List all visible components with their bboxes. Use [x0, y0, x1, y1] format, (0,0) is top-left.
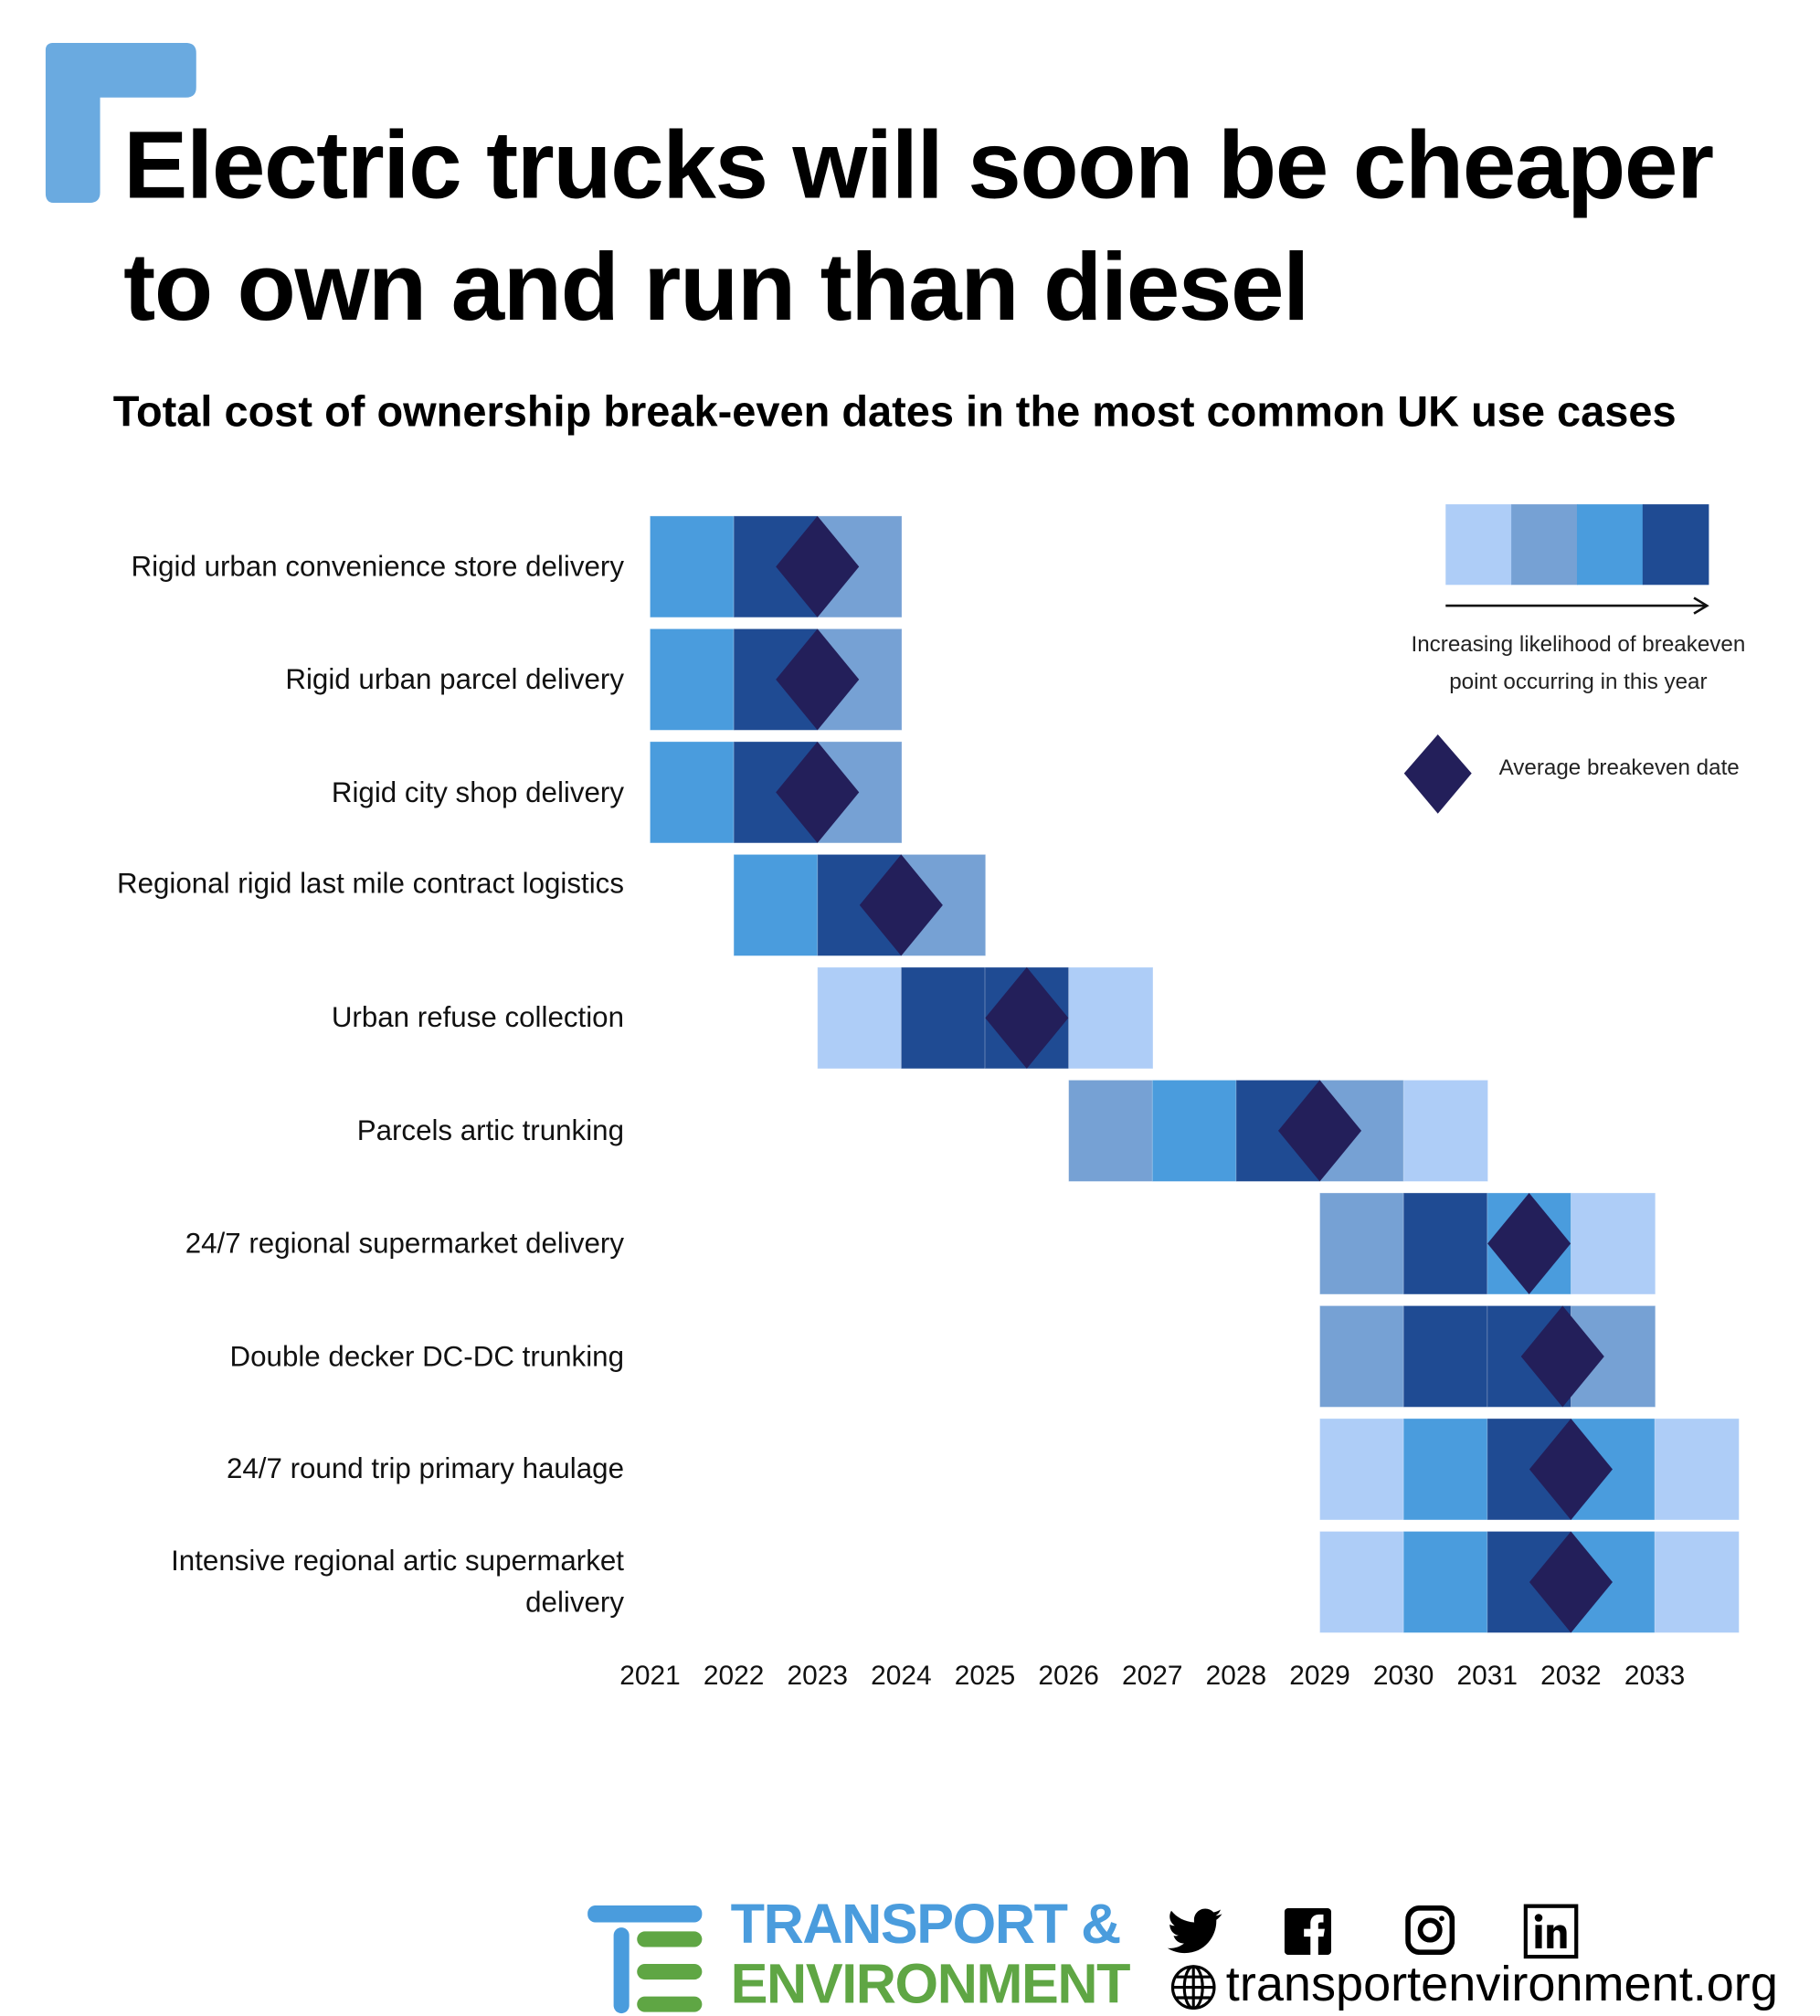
heat-cell: [1319, 1192, 1405, 1295]
te-logo-text: TRANSPORT & ENVIRONMENT: [730, 1894, 1131, 2016]
title-line-1: Electric trucks will soon be cheaper: [123, 110, 1714, 219]
legend-scale-text: Increasing likelihood of breakeven point…: [1383, 625, 1773, 701]
heat-cell: [1402, 1305, 1488, 1408]
logo-line-2: ENVIRONMENT: [730, 1953, 1131, 2016]
twitter-icon[interactable]: [1167, 1908, 1222, 1955]
x-tick-label: 2025: [954, 1661, 1016, 1692]
legend-swatch-mid: [1511, 504, 1578, 586]
row-label: Regional rigid last mile contract logist…: [116, 867, 624, 901]
heat-cell: [1402, 1418, 1488, 1521]
x-tick-label: 2033: [1624, 1661, 1686, 1692]
website-link[interactable]: transportenvironment.org: [1225, 1957, 1778, 2012]
te-logo-icon: [587, 1905, 703, 2014]
heat-cell: [650, 515, 735, 618]
x-tick-label: 2023: [787, 1661, 848, 1692]
heat-cell: [1319, 1531, 1405, 1633]
legend-arrow-head-icon: [1693, 596, 1709, 615]
facebook-icon[interactable]: [1284, 1907, 1332, 1956]
row-label: 24/7 regional supermarket delivery: [185, 1226, 624, 1260]
x-tick-label: 2031: [1456, 1661, 1518, 1692]
heat-cell: [1571, 1192, 1656, 1295]
heat-cell: [817, 966, 903, 1070]
heat-cell: [900, 966, 987, 1070]
row-label: Rigid city shop delivery: [331, 775, 624, 808]
legend-scale-line-1: Increasing likelihood of breakeven: [1411, 631, 1746, 657]
heat-cell: [1654, 1418, 1740, 1521]
x-tick-label: 2027: [1122, 1661, 1183, 1692]
heat-cell: [1068, 966, 1154, 1070]
heat-cell: [733, 853, 819, 956]
heat-cell: [650, 741, 735, 844]
title-line-2: to own and run than diesel: [123, 232, 1309, 341]
heat-cell: [650, 628, 735, 731]
x-tick-label: 2032: [1540, 1661, 1602, 1692]
row-label: Urban refuse collection: [331, 1000, 624, 1034]
row-label: Double decker DC-DC trunking: [229, 1339, 624, 1373]
instagram-icon[interactable]: [1405, 1905, 1455, 1956]
legend-swatch-dark: [1642, 504, 1709, 586]
heat-cell: [1654, 1531, 1740, 1633]
legend-diamond-text: Average breakeven date: [1498, 755, 1740, 780]
x-tick-label: 2021: [619, 1661, 681, 1692]
logo-line-1: TRANSPORT &: [730, 1894, 1122, 1957]
row-label: 24/7 round trip primary haulage: [226, 1451, 624, 1485]
x-tick-label: 2028: [1205, 1661, 1267, 1692]
title-bracket-icon: [45, 42, 196, 203]
heat-cell: [1319, 1418, 1405, 1521]
row-label: Rigid urban parcel delivery: [285, 662, 624, 695]
legend-swatch-bright: [1576, 504, 1644, 586]
heat-cell: [1319, 1305, 1405, 1408]
legend-scale-line-2: point occurring in this year: [1449, 669, 1708, 694]
x-tick-label: 2026: [1038, 1661, 1099, 1692]
x-tick-label: 2024: [871, 1661, 932, 1692]
row-label: Parcels artic trunking: [356, 1114, 624, 1146]
legend-diamond-icon: [1403, 734, 1472, 814]
average-breakeven-diamond: [1520, 1305, 1604, 1408]
average-breakeven-diamond: [859, 854, 943, 956]
page-title: Electric trucks will soon be cheaper to …: [123, 104, 1714, 349]
x-tick-label: 2030: [1372, 1661, 1434, 1692]
globe-icon: [1170, 1965, 1216, 2010]
heat-cell: [1402, 1531, 1488, 1633]
heat-cell: [1402, 1080, 1488, 1182]
x-tick-label: 2029: [1289, 1661, 1350, 1692]
linkedin-icon[interactable]: [1523, 1904, 1579, 1959]
chart-subtitle: Total cost of ownership break-even dates…: [112, 387, 1677, 436]
row-label: Intensive regional artic supermarket del…: [171, 1544, 624, 1619]
legend-swatch-light: [1445, 504, 1512, 586]
x-tick-label: 2022: [703, 1661, 765, 1692]
heat-cell: [1151, 1080, 1238, 1182]
row-label: Rigid urban convenience store delivery: [131, 549, 624, 583]
heat-cell: [1402, 1192, 1488, 1295]
heat-cell: [1068, 1080, 1154, 1182]
